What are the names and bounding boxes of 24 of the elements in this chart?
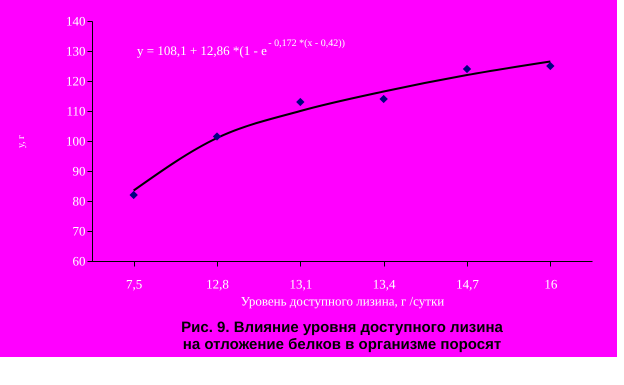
point xyxy=(212,132,222,141)
point xyxy=(462,64,472,74)
x-tick-label: 16 xyxy=(544,276,558,292)
text: Рис. 9. Влияние уровня доступного лизина на отложение белков в организме поросят xyxy=(181,319,504,353)
y-tick-label: 70 xyxy=(72,224,86,238)
y-tick-label: 110 xyxy=(66,104,86,118)
y-tick-label: 80 xyxy=(72,194,86,208)
x-tick-label: 7,5 xyxy=(126,276,142,292)
point xyxy=(129,190,138,200)
y-tick-label: 90 xyxy=(72,164,86,178)
y-tick-label: 60 xyxy=(72,254,86,268)
point xyxy=(379,94,388,104)
y-tick-label: 140 xyxy=(66,14,86,28)
point xyxy=(546,62,555,70)
y-tick-label: 120 xyxy=(66,74,86,88)
y-tick-label: 100 xyxy=(66,134,86,148)
x-tick-label: 14,7 xyxy=(456,276,480,292)
x-tick-label: 13,4 xyxy=(372,276,396,292)
x-tick-label: 12,8 xyxy=(206,276,229,292)
x-axis-title: Уровень доступного лизина, г /сутки xyxy=(240,294,444,308)
y-axis-title: у, г xyxy=(16,134,27,148)
y-tick-label: 130 xyxy=(66,44,86,58)
x-tick-label: 13,1 xyxy=(289,276,312,292)
point xyxy=(296,98,305,106)
